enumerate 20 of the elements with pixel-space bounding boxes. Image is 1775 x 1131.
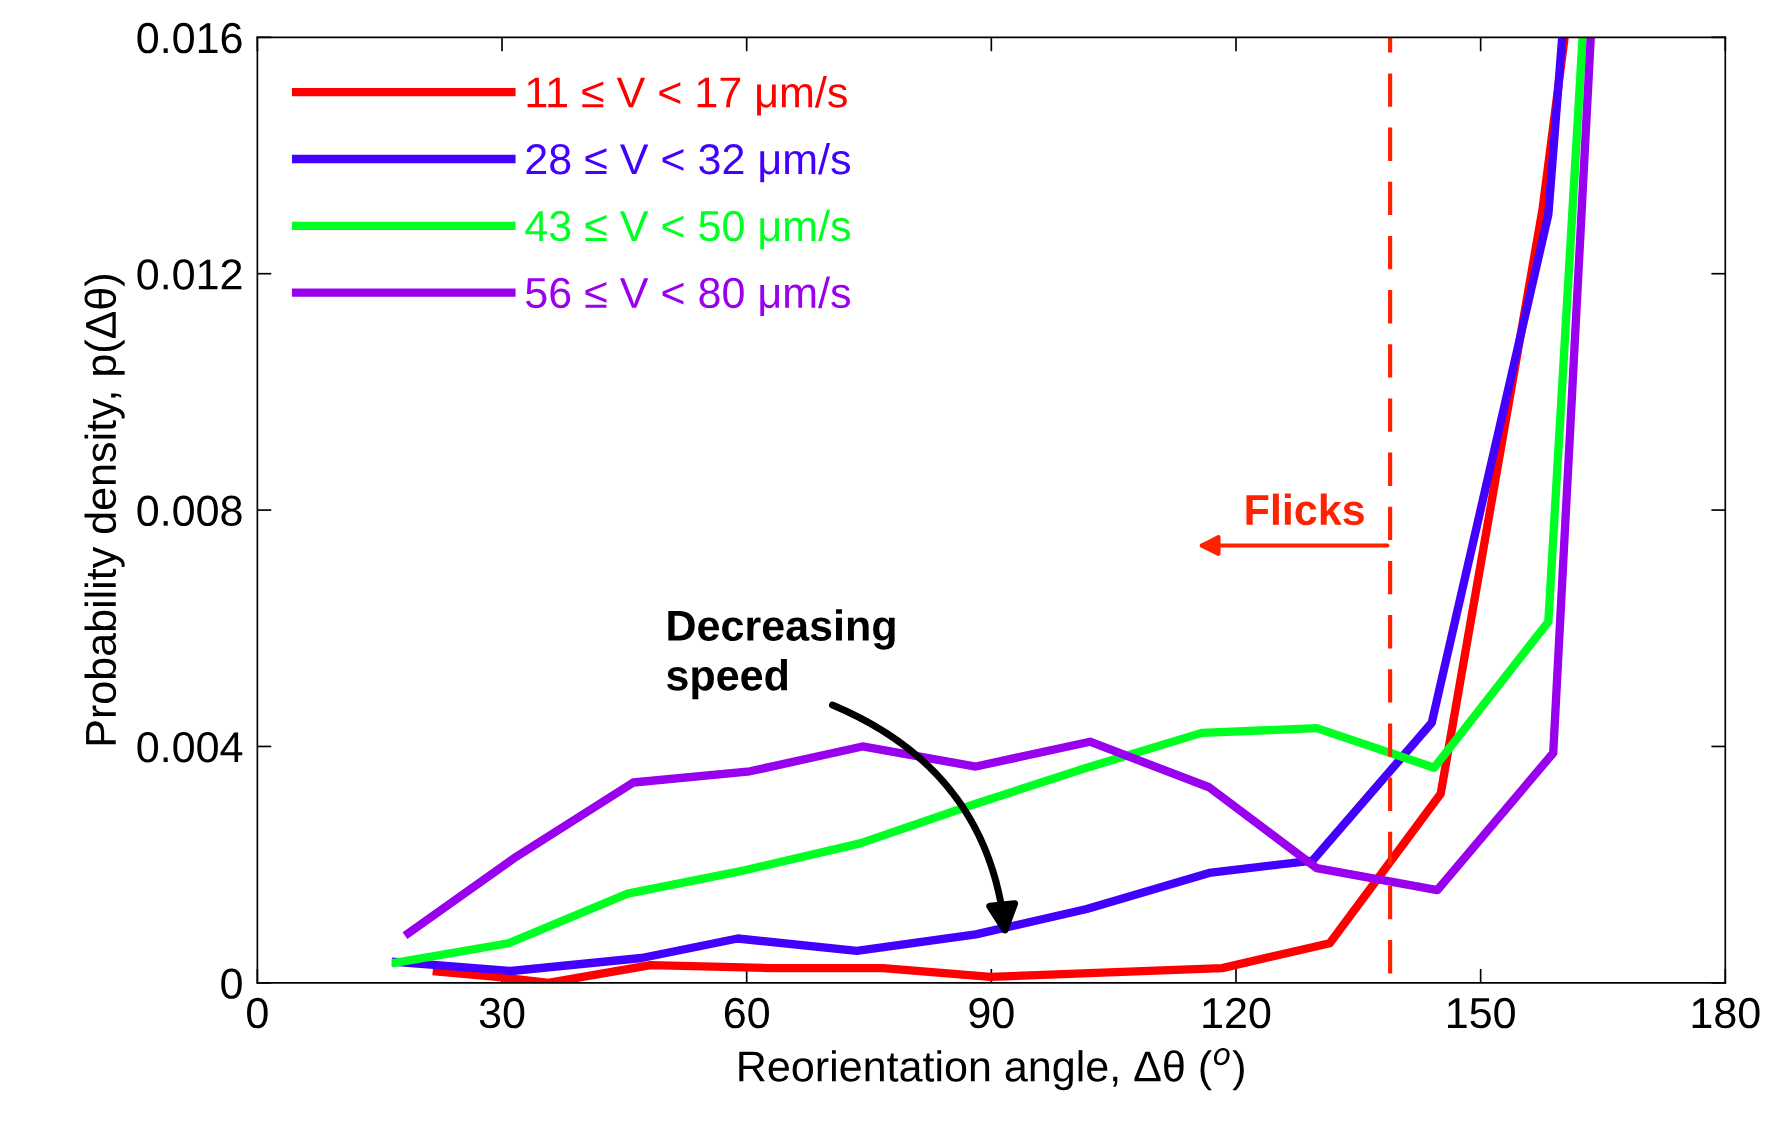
- y-tick-label: 0: [221, 968, 242, 999]
- annotation: Decreasing speed: [666, 609, 895, 700]
- x-tick-label: 90: [969, 997, 1014, 1029]
- x-axis-title: Reorientation angle, Δθ ($^{o}$): [739, 1047, 1244, 1091]
- legend-label: 43 ≤ V < 50 μm/s: [525, 209, 851, 250]
- legend-label: 11 ≤ V < 17 μm/s: [527, 76, 847, 116]
- legend-label: 56 ≤ V < 80 μm/s: [526, 276, 851, 317]
- x-tick-label: 120: [1203, 997, 1271, 1029]
- x-tick-label: 30: [479, 997, 525, 1029]
- x-tick-label: 150: [1448, 997, 1515, 1029]
- x-tick-label: 0: [247, 997, 268, 1029]
- y-tick-label: 0.016: [137, 22, 242, 54]
- ref-line-label: Flicks: [1246, 493, 1364, 526]
- legend-label: 28 ≤ V < 32 μm/s: [526, 142, 851, 183]
- x-tick-label: 60: [724, 997, 769, 1029]
- y-tick-label: 0.008: [137, 495, 242, 527]
- y-tick-label: 0.012: [137, 259, 242, 290]
- y-tick-label: 0.004: [137, 732, 243, 763]
- y-axis-title: Probability density, p(Δθ): [84, 275, 125, 745]
- x-tick-label: 180: [1692, 997, 1760, 1029]
